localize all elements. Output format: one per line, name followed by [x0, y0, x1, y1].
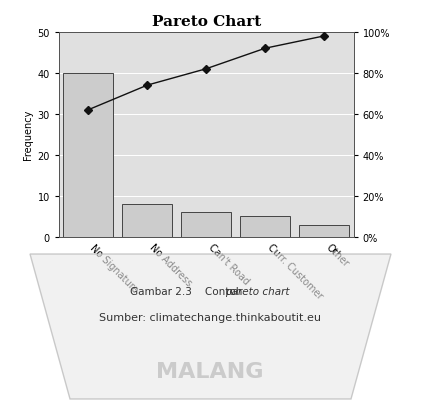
Bar	[123, 204, 173, 237]
Bar	[240, 217, 290, 237]
Y-axis label: Frequency: Frequency	[24, 110, 33, 160]
Polygon shape	[30, 254, 391, 399]
Bar	[299, 225, 349, 237]
Text: pareto chart: pareto chart	[225, 286, 290, 296]
Text: Gambar 2.3    Contoh: Gambar 2.3 Contoh	[130, 286, 245, 296]
Text: Sumber: climatechange.thinkaboutit.eu: Sumber: climatechange.thinkaboutit.eu	[99, 312, 321, 322]
Title: Pareto Chart: Pareto Chart	[152, 15, 261, 29]
Bar	[64, 74, 114, 237]
Bar	[181, 213, 232, 237]
Text: MALANG: MALANG	[156, 361, 264, 381]
